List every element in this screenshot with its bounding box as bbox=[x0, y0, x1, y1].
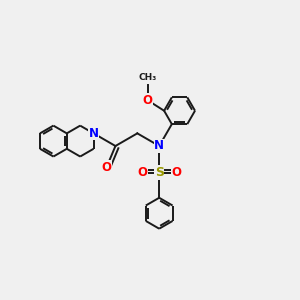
Text: N: N bbox=[88, 127, 99, 140]
Text: O: O bbox=[143, 94, 153, 107]
Text: O: O bbox=[101, 161, 112, 174]
Text: O: O bbox=[137, 166, 147, 179]
Text: O: O bbox=[137, 166, 147, 179]
Text: S: S bbox=[155, 166, 164, 179]
Text: N: N bbox=[154, 140, 164, 152]
Text: O: O bbox=[171, 166, 182, 179]
Text: O: O bbox=[143, 94, 153, 107]
Text: O: O bbox=[101, 161, 112, 174]
Text: N: N bbox=[154, 140, 164, 152]
Text: O: O bbox=[171, 166, 182, 179]
Text: S: S bbox=[155, 166, 164, 179]
Text: CH₃: CH₃ bbox=[139, 73, 157, 82]
Text: N: N bbox=[88, 127, 99, 140]
